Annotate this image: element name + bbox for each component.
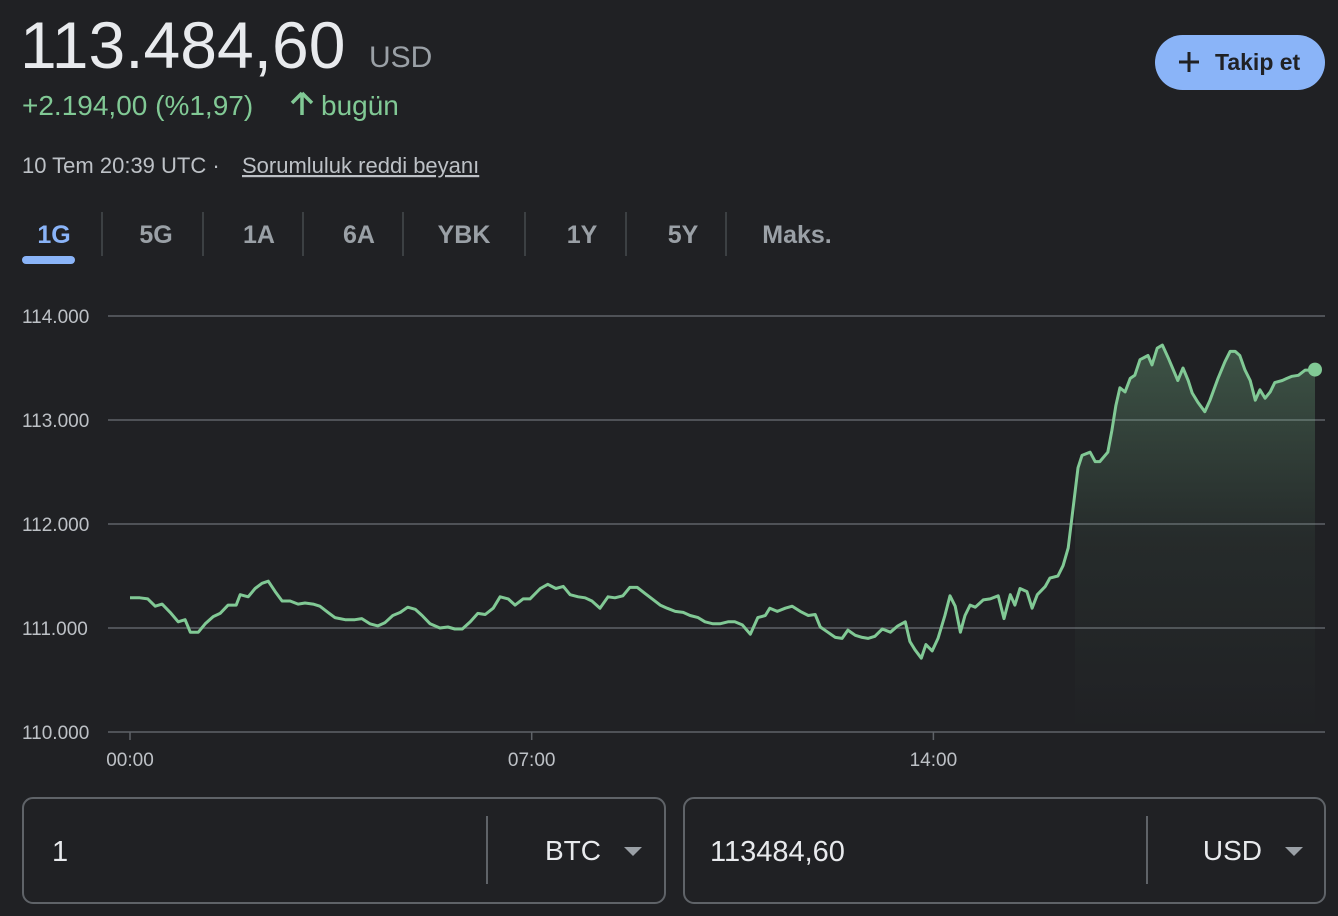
timestamp: 10 Tem 20:39 UTC · [22, 153, 220, 178]
amount-input[interactable]: 113484,60 [710, 836, 845, 868]
currency-select[interactable]: USD [1203, 835, 1262, 866]
y-tick-label: 111.000 [22, 619, 88, 640]
price-line [130, 343, 1316, 660]
input-box [22, 797, 666, 904]
last-point [1308, 362, 1322, 377]
tab[interactable]: 1Y [567, 221, 598, 249]
button-bg [1155, 35, 1325, 90]
price: 113.484,60 [20, 8, 345, 82]
y-tick-label: 110.000 [22, 723, 89, 744]
tab[interactable]: Maks. [762, 221, 831, 249]
input-box [683, 797, 1326, 904]
tab[interactable]: 1G [37, 221, 70, 249]
tab[interactable]: 5Y [668, 221, 699, 249]
converter-from: 1 BTC [22, 797, 666, 904]
tab-indicator [22, 256, 75, 264]
follow-button[interactable]: Takip et [1155, 35, 1325, 90]
currency: USD [369, 41, 432, 74]
button-label: Takip et [1215, 49, 1301, 75]
tab[interactable]: 5G [139, 221, 172, 249]
amount-input[interactable]: 1 [52, 836, 68, 868]
y-tick-label: 113.000 [22, 411, 89, 432]
dropdown-arrow [1285, 847, 1303, 856]
tab[interactable]: 6A [343, 221, 375, 249]
tab[interactable]: 1A [243, 221, 275, 249]
x-tick-label: 14:00 [910, 750, 958, 771]
x-tick-label: 00:00 [106, 750, 154, 771]
dropdown-arrow [624, 847, 642, 856]
chart: 110.000 111.000 112.000 113.000 114.000 00:00… [22, 307, 1325, 771]
tab-bar: 1G 5G 1A 6A YBK 1Y 5Y Maks. [22, 212, 832, 264]
plus-icon [1179, 52, 1199, 72]
line-area [1075, 345, 1315, 732]
converter-to: 113484,60 USD [683, 797, 1326, 904]
up-arrow [290, 91, 314, 115]
x-tick-label: 07:00 [508, 750, 556, 771]
y-tick-label: 112.000 [22, 515, 89, 536]
y-tick-label: 114.000 [22, 307, 89, 328]
period: bugün [321, 90, 399, 121]
tab[interactable]: YBK [438, 221, 491, 249]
currency-select[interactable]: BTC [545, 835, 601, 866]
disclaimer-link[interactable]: Sorumluluk reddi beyanı [242, 153, 479, 178]
change: +2.194,00 (%1,97) [22, 90, 253, 121]
